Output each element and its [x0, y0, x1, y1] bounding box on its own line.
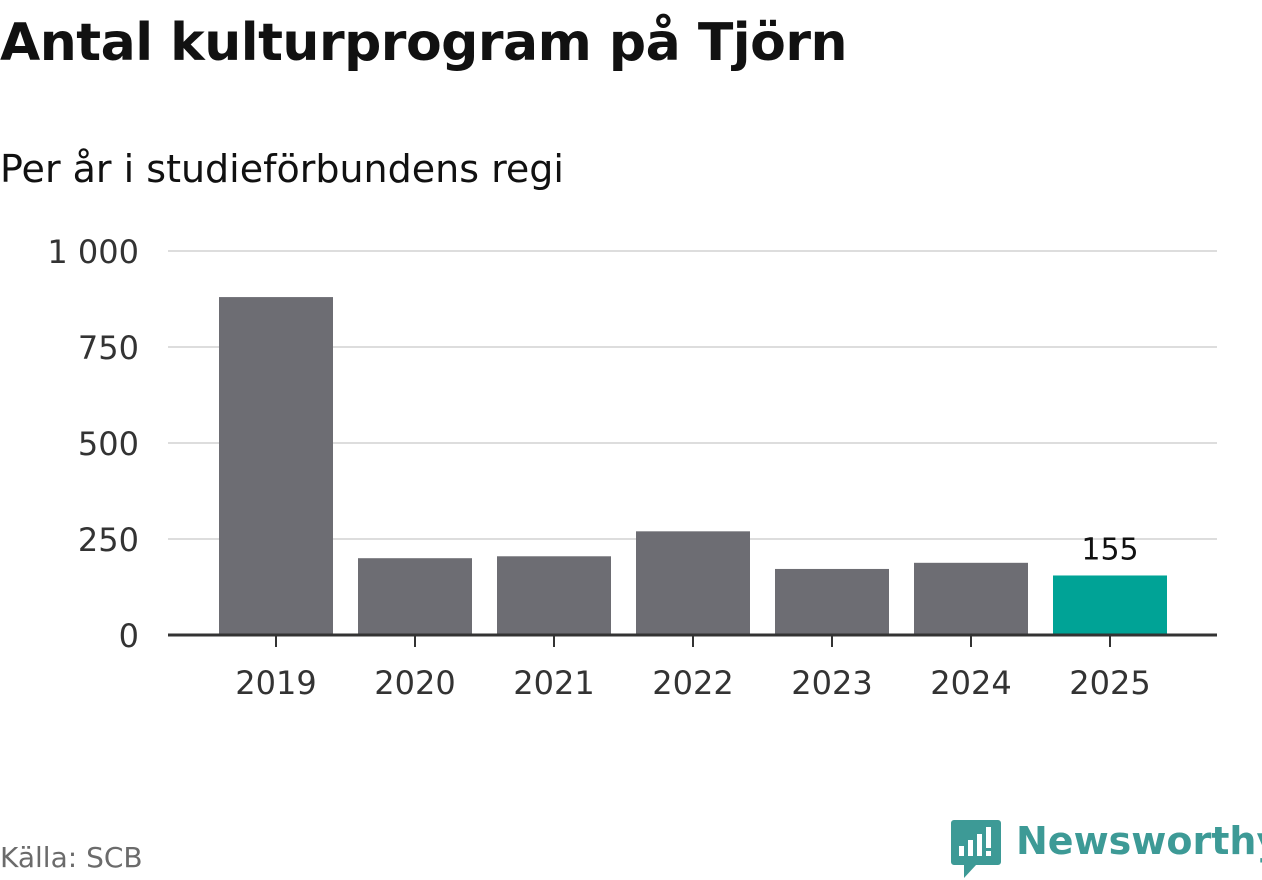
x-axis	[168, 633, 1217, 647]
y-tick-label: 0	[119, 617, 139, 655]
x-tick-label: 2022	[652, 664, 733, 702]
y-tick-label: 750	[78, 329, 139, 367]
bar-2021	[497, 556, 611, 635]
brand-logo: Newsworthy	[950, 818, 1262, 880]
source-text: Källa: SCB	[0, 841, 143, 874]
x-tick-label: 2025	[1069, 664, 1150, 702]
x-tick-label: 2021	[513, 664, 594, 702]
brand-name: Newsworthy	[1016, 819, 1262, 863]
bar-2022	[636, 531, 750, 635]
bar-2019	[219, 297, 333, 635]
chart-title: Antal kulturprogram på Tjörn	[0, 13, 848, 73]
x-tick-label: 2024	[930, 664, 1011, 702]
chart-subtitle: Per år i studieförbundens regi	[0, 147, 564, 191]
y-tick-label: 250	[78, 521, 139, 559]
y-tick-label: 500	[78, 425, 139, 463]
newsworthy-logo-icon	[951, 820, 1001, 878]
x-tick-label: 2023	[791, 664, 872, 702]
x-axis-tick-labels: 2019 2020 2021 2022 2023 2024 2025	[235, 664, 1150, 702]
bar-2020	[358, 558, 472, 635]
x-tick-label: 2019	[235, 664, 316, 702]
x-tick-label: 2020	[374, 664, 455, 702]
data-labels: 155	[1081, 532, 1138, 567]
bar-2023	[775, 568, 889, 635]
y-axis-tick-labels: 0 250 500 750 1 000	[47, 233, 139, 655]
bars	[219, 297, 1167, 635]
bar-2025	[1053, 575, 1167, 635]
y-tick-label: 1 000	[47, 233, 139, 271]
bar-2024	[914, 562, 1028, 635]
data-label: 155	[1081, 532, 1138, 567]
